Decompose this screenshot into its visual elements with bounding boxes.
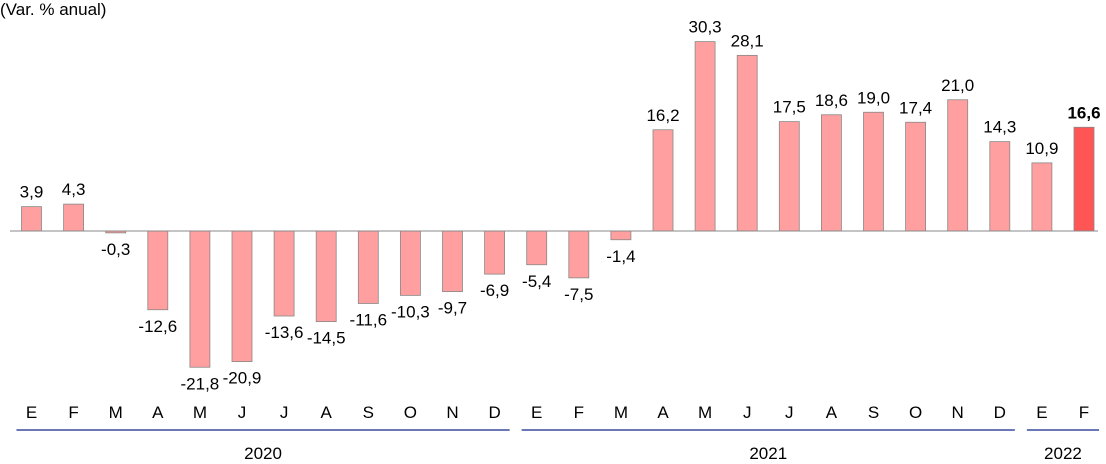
year-label-0: 2020 <box>244 444 282 463</box>
value-label-13: -7,5 <box>564 285 593 304</box>
category-label-14: M <box>614 403 628 422</box>
category-label-18: J <box>785 403 794 422</box>
unit-label: (Var. % anual) <box>0 0 107 19</box>
bar-10 <box>442 230 463 293</box>
bar-4 <box>189 230 211 368</box>
bar-16 <box>694 41 716 232</box>
category-label-20: S <box>868 403 879 422</box>
category-label-8: S <box>363 403 374 422</box>
bar-25 <box>1073 126 1095 232</box>
value-label-11: -6,9 <box>480 281 509 300</box>
category-label-16: M <box>698 403 712 422</box>
category-label-21: O <box>909 403 922 422</box>
value-labels-layer: 3,9 4,3 -0,3 -12,6 -21,8 -20,9 -13,6 -14,5-11,6… <box>20 18 1101 394</box>
category-label-17: J <box>743 403 752 422</box>
bar-3 <box>147 230 169 311</box>
value-label-20: 19,0 <box>857 88 890 107</box>
year-groups-layer: 2020 2021 2022 <box>16 429 1100 463</box>
bar-0 <box>21 206 42 232</box>
category-label-15: A <box>657 403 669 422</box>
value-label-19: 18,6 <box>815 91 848 110</box>
category-label-11: D <box>488 403 500 422</box>
category-label-0: E <box>26 403 37 422</box>
bar-23 <box>989 141 1011 232</box>
value-label-8: -11,6 <box>350 311 388 330</box>
category-label-25: F <box>1079 403 1089 422</box>
value-label-23: 14,3 <box>983 118 1016 137</box>
bar-24 <box>1031 162 1053 232</box>
value-label-22: 21,0 <box>941 76 974 95</box>
category-label-24: E <box>1036 403 1047 422</box>
bar-14 <box>610 230 632 241</box>
category-label-2: M <box>109 403 123 422</box>
category-label-9: O <box>404 403 417 422</box>
category-label-12: E <box>531 403 542 422</box>
category-label-7: A <box>321 403 333 422</box>
value-label-10: -9,7 <box>438 299 467 318</box>
category-label-5: J <box>238 403 247 422</box>
value-label-18: 17,5 <box>773 98 806 117</box>
value-label-12: -5,4 <box>522 272 551 291</box>
value-label-4: -21,8 <box>181 374 220 393</box>
category-label-13: F <box>574 403 584 422</box>
category-label-10: N <box>446 403 458 422</box>
category-label-23: D <box>994 403 1006 422</box>
bar-8 <box>357 230 379 304</box>
category-label-22: N <box>952 403 964 422</box>
value-label-3: -12,6 <box>138 317 177 336</box>
bar-13 <box>568 230 590 279</box>
bar-1 <box>63 203 84 232</box>
bar-18 <box>778 121 800 232</box>
value-label-1: 4,3 <box>62 180 86 199</box>
bar-19 <box>821 114 842 232</box>
bar-22 <box>947 99 969 232</box>
category-label-19: A <box>826 403 838 422</box>
category-label-6: J <box>280 403 289 422</box>
bars-layer <box>21 41 1095 368</box>
value-label-5: -20,9 <box>223 369 262 388</box>
year-label-1: 2021 <box>749 444 787 463</box>
value-label-6: -13,6 <box>265 323 304 342</box>
value-label-16: 30,3 <box>689 18 722 37</box>
value-label-21: 17,4 <box>899 98 932 117</box>
value-label-15: 16,2 <box>646 106 679 125</box>
bar-6 <box>273 230 295 317</box>
value-label-14: -1,4 <box>606 247 635 266</box>
category-label-1: F <box>68 403 78 422</box>
bar-15 <box>652 129 674 232</box>
category-label-4: M <box>193 403 207 422</box>
value-label-17: 28,1 <box>731 31 764 50</box>
bar-12 <box>526 230 548 266</box>
bar-9 <box>399 230 421 296</box>
bar-21 <box>905 121 926 232</box>
value-label-24: 10,9 <box>1025 139 1058 158</box>
bar-17 <box>736 54 758 232</box>
year-label-2: 2022 <box>1044 444 1082 463</box>
value-label-7: -14,5 <box>307 329 346 348</box>
bar-20 <box>863 111 884 232</box>
value-label-9: -10,3 <box>391 302 430 321</box>
bar-11 <box>484 230 506 275</box>
value-label-2: -0,3 <box>101 240 130 259</box>
value-label-0: 3,9 <box>20 183 44 202</box>
bar-5 <box>231 230 253 363</box>
bar-7 <box>315 230 337 323</box>
category-label-3: A <box>152 403 164 422</box>
value-label-25: 16,6 <box>1067 103 1100 122</box>
